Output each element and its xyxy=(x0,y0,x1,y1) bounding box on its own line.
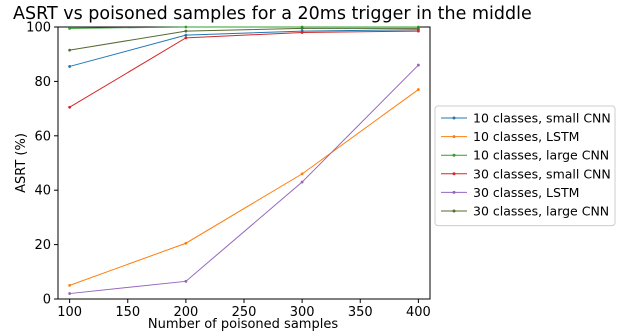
data-point xyxy=(68,65,72,68)
legend-label: 10 classes, small CNN xyxy=(473,111,611,126)
x-tick-label: 250 xyxy=(232,305,257,320)
y-tick-label: 40 xyxy=(34,184,51,199)
legend-marker xyxy=(452,153,456,157)
series-layer xyxy=(68,25,420,295)
legend-label: 30 classes, small CNN xyxy=(473,166,611,181)
series-line xyxy=(69,64,419,295)
legend-label: 10 classes, large CNN xyxy=(473,148,609,163)
y-axis: 0 20 40 60 80 100 xyxy=(26,21,58,308)
series-5 xyxy=(68,63,420,295)
x-axis: 100 150 200 250 300 350 400 xyxy=(57,299,431,320)
data-point xyxy=(184,29,188,33)
legend-item: 30 classes, large CNN xyxy=(441,204,609,219)
legend-item: 10 classes, large CNN xyxy=(441,148,609,163)
y-tick-label: 60 xyxy=(34,129,51,144)
x-axis-label: Number of poisoned samples xyxy=(148,317,338,332)
x-tick-label: 350 xyxy=(348,305,373,320)
data-point xyxy=(416,26,420,30)
series-2 xyxy=(68,88,420,287)
y-tick-label: 100 xyxy=(26,21,51,36)
series-3 xyxy=(68,25,420,30)
series-6 xyxy=(68,26,420,52)
data-point xyxy=(184,279,188,283)
series-1 xyxy=(68,28,420,68)
plot-area xyxy=(57,26,431,300)
series-line xyxy=(69,26,419,29)
x-tick-label: 300 xyxy=(290,305,315,320)
x-tick-label: 400 xyxy=(406,305,431,320)
legend-marker xyxy=(452,209,456,213)
data-point xyxy=(184,33,188,37)
data-point xyxy=(300,172,304,176)
data-point xyxy=(184,36,188,40)
data-point xyxy=(68,292,72,295)
series-line xyxy=(69,29,419,67)
legend-box xyxy=(434,105,616,227)
legend-marker xyxy=(452,135,456,139)
data-point xyxy=(68,284,72,287)
data-point xyxy=(300,31,304,34)
data-point xyxy=(416,29,420,33)
data-point xyxy=(68,48,72,52)
series-line xyxy=(69,27,419,51)
series-line xyxy=(69,89,419,286)
data-point xyxy=(68,105,72,109)
legend-item: 10 classes, small CNN xyxy=(441,111,611,126)
legend-label: 30 classes, LSTM xyxy=(473,185,579,200)
legend: 10 classes, small CNN 10 classes, LSTM 10 … xyxy=(434,105,616,227)
legend-label: 30 classes, large CNN xyxy=(473,204,609,219)
chart-title: ASRT vs poisoned samples for a 20ms trig… xyxy=(13,4,532,24)
x-tick-label: 200 xyxy=(173,305,198,320)
legend-marker xyxy=(452,190,456,194)
series-line xyxy=(69,30,419,108)
legend-item: 30 classes, small CNN xyxy=(441,166,611,181)
y-tick-label: 0 xyxy=(43,293,51,308)
legend-item: 10 classes, LSTM xyxy=(441,129,579,144)
legend-item: 30 classes, LSTM xyxy=(441,185,579,200)
data-point xyxy=(300,26,304,30)
y-tick-label: 80 xyxy=(34,75,51,90)
legend-label: 10 classes, LSTM xyxy=(473,129,579,144)
data-point xyxy=(416,88,420,91)
legend-marker xyxy=(452,116,456,120)
legend-marker xyxy=(452,172,456,176)
x-tick-label: 100 xyxy=(57,305,82,320)
series-4 xyxy=(68,29,420,109)
data-point xyxy=(184,25,188,29)
data-point xyxy=(68,26,72,30)
y-axis-label: ASRT (%) xyxy=(14,133,29,193)
x-tick-label: 150 xyxy=(115,305,140,320)
data-point xyxy=(300,180,304,184)
data-point xyxy=(184,241,188,245)
y-tick-label: 20 xyxy=(34,238,51,253)
data-point xyxy=(416,63,420,67)
